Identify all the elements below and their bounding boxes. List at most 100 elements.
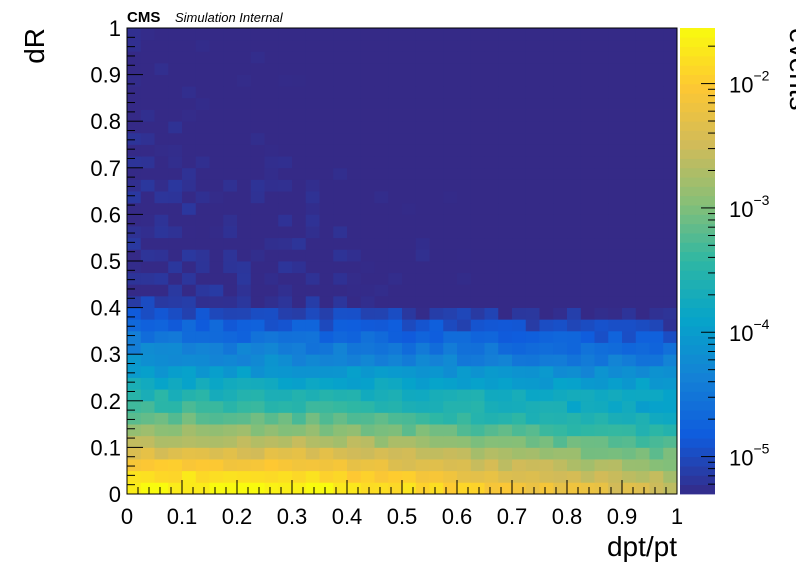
heatmap-cell — [485, 273, 499, 285]
heatmap-cell — [663, 436, 677, 448]
heatmap-cell — [526, 191, 540, 203]
heatmap-cell — [581, 226, 595, 238]
heatmap-cell — [127, 63, 141, 75]
heatmap-cell — [361, 331, 375, 343]
heatmap-cell — [196, 284, 210, 296]
heatmap-cell — [320, 133, 334, 145]
heatmap-cell — [650, 273, 664, 285]
heatmap-cell — [636, 447, 650, 459]
heatmap-cell — [223, 121, 237, 133]
heatmap-cell — [567, 482, 581, 494]
x-tick-label: 0.1 — [167, 504, 198, 529]
heatmap-cell — [237, 331, 251, 343]
heatmap-cell — [333, 366, 347, 378]
heatmap-cell — [306, 366, 320, 378]
heatmap-cell — [278, 424, 292, 436]
heatmap-cell — [498, 63, 512, 75]
heatmap-cell — [485, 51, 499, 63]
heatmap-cell — [320, 378, 334, 390]
heatmap-cell — [375, 424, 389, 436]
heatmap-cell — [650, 86, 664, 98]
heatmap-cell — [141, 203, 155, 215]
heatmap-cell — [636, 86, 650, 98]
heatmap-cell — [663, 447, 677, 459]
heatmap-cell — [251, 40, 265, 52]
heatmap-cell — [278, 98, 292, 110]
heatmap-cell — [622, 401, 636, 413]
heatmap-cell — [443, 319, 457, 331]
heatmap-cell — [361, 191, 375, 203]
heatmap-cell — [650, 133, 664, 145]
heatmap-cell — [155, 63, 169, 75]
heatmap-cell — [306, 412, 320, 424]
heatmap-cell — [292, 284, 306, 296]
heatmap-cell — [457, 296, 471, 308]
heatmap-cell — [141, 238, 155, 250]
heatmap-cell — [540, 331, 554, 343]
heatmap-cell — [526, 459, 540, 471]
heatmap-cell — [485, 424, 499, 436]
heatmap-cell — [292, 28, 306, 40]
heatmap-cell — [526, 238, 540, 250]
heatmap-cell — [223, 110, 237, 122]
heatmap-cell — [251, 63, 265, 75]
heatmap-cell — [127, 284, 141, 296]
heatmap-cell — [237, 238, 251, 250]
heatmap-cell — [320, 28, 334, 40]
heatmap-cell — [265, 447, 279, 459]
heatmap-cell — [155, 331, 169, 343]
heatmap-cell — [155, 86, 169, 98]
heatmap-cell — [498, 471, 512, 483]
heatmap-cell — [223, 98, 237, 110]
colorbar-step — [680, 457, 715, 467]
heatmap-cell — [388, 110, 402, 122]
heatmap-cell — [265, 354, 279, 366]
heatmap-cell — [182, 331, 196, 343]
y-tick-label: 0.6 — [90, 202, 121, 227]
heatmap-cell — [636, 51, 650, 63]
heatmap-cell — [375, 121, 389, 133]
heatmap-cell — [182, 261, 196, 273]
heatmap-cell — [306, 424, 320, 436]
heatmap-cell — [237, 121, 251, 133]
heatmap-cell — [127, 389, 141, 401]
heatmap-cell — [196, 98, 210, 110]
heatmap-cell — [265, 63, 279, 75]
heatmap-cell — [663, 203, 677, 215]
heatmap-cell — [622, 471, 636, 483]
heatmap-cell — [622, 284, 636, 296]
heatmap-cell — [196, 214, 210, 226]
heatmap-cell — [457, 51, 471, 63]
heatmap-cell — [361, 389, 375, 401]
heatmap-cell — [388, 156, 402, 168]
heatmap-cell — [430, 145, 444, 157]
heatmap-cell — [210, 238, 224, 250]
heatmap-cell — [650, 401, 664, 413]
heatmap-cell — [237, 389, 251, 401]
heatmap-cell — [498, 343, 512, 355]
colorbar-step — [680, 177, 715, 187]
heatmap-cell — [155, 424, 169, 436]
heatmap-cell — [155, 308, 169, 320]
heatmap-cell — [320, 168, 334, 180]
heatmap-cell — [361, 459, 375, 471]
heatmap-cell — [292, 319, 306, 331]
heatmap-cell — [182, 482, 196, 494]
x-tick-label: 0.5 — [387, 504, 418, 529]
heatmap-cell — [182, 191, 196, 203]
y-tick-label: 0.3 — [90, 342, 121, 367]
heatmap-cell — [182, 273, 196, 285]
heatmap-cell — [223, 75, 237, 87]
heatmap-cell — [663, 482, 677, 494]
heatmap-cell — [361, 51, 375, 63]
colorbar-step — [680, 345, 715, 355]
heatmap-cell — [182, 296, 196, 308]
heatmap-cell — [320, 203, 334, 215]
colorbar-step — [680, 270, 715, 280]
heatmap-cell — [223, 273, 237, 285]
heatmap-cell — [498, 214, 512, 226]
colorbar-step — [680, 354, 715, 364]
heatmap-cell — [306, 133, 320, 145]
heatmap-cell — [292, 86, 306, 98]
heatmap-cell — [443, 121, 457, 133]
